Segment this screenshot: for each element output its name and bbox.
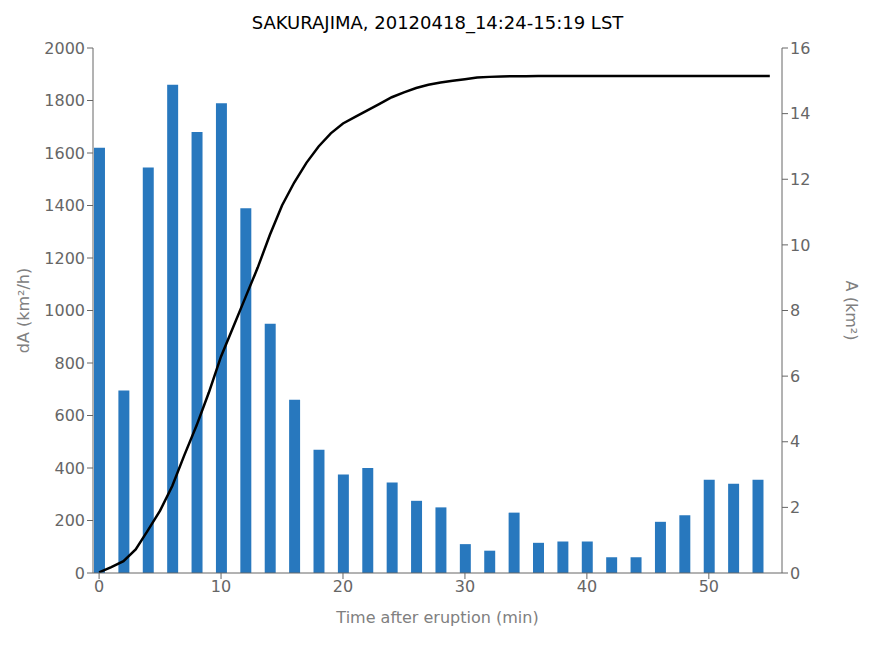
svg-text:1800: 1800	[44, 91, 85, 110]
html-text:SAKURAJIMA, 20120418_14:24-15:: SAKURAJIMA, 20120418_14:24-15:19 LST	[251, 12, 624, 33]
svg-text:8: 8	[790, 301, 800, 320]
svg-text:dA (km²/h): dA (km²/h)	[14, 268, 33, 353]
svg-text:0: 0	[94, 577, 104, 596]
svg-text:200: 200	[54, 511, 85, 530]
svg-text:1000: 1000	[44, 301, 85, 320]
svg-text:400: 400	[54, 459, 85, 478]
svg-text:30: 30	[455, 577, 475, 596]
svg-text:50: 50	[699, 577, 719, 596]
svg-text:2000: 2000	[44, 39, 85, 58]
svg-text:16: 16	[790, 39, 810, 58]
svg-text:10: 10	[211, 577, 231, 596]
svg-text:14: 14	[790, 104, 810, 123]
svg-text:A (km²): A (km²)	[842, 281, 861, 341]
svg-text:1200: 1200	[44, 249, 85, 268]
svg-text:0: 0	[790, 564, 800, 583]
svg-text:0: 0	[75, 564, 85, 583]
svg-text:10: 10	[790, 236, 810, 255]
svg-text:12: 12	[790, 170, 810, 189]
svg-text:1400: 1400	[44, 196, 85, 215]
svg-text:4: 4	[790, 432, 800, 451]
svg-text:Time after eruption (min): Time after eruption (min)	[335, 608, 538, 627]
svg-text:800: 800	[54, 354, 85, 373]
svg-text:6: 6	[790, 367, 800, 386]
svg-text:1600: 1600	[44, 144, 85, 163]
svg-text:20: 20	[333, 577, 353, 596]
svg-text:40: 40	[577, 577, 597, 596]
svg-text:600: 600	[54, 406, 85, 425]
svg-text:2: 2	[790, 498, 800, 517]
